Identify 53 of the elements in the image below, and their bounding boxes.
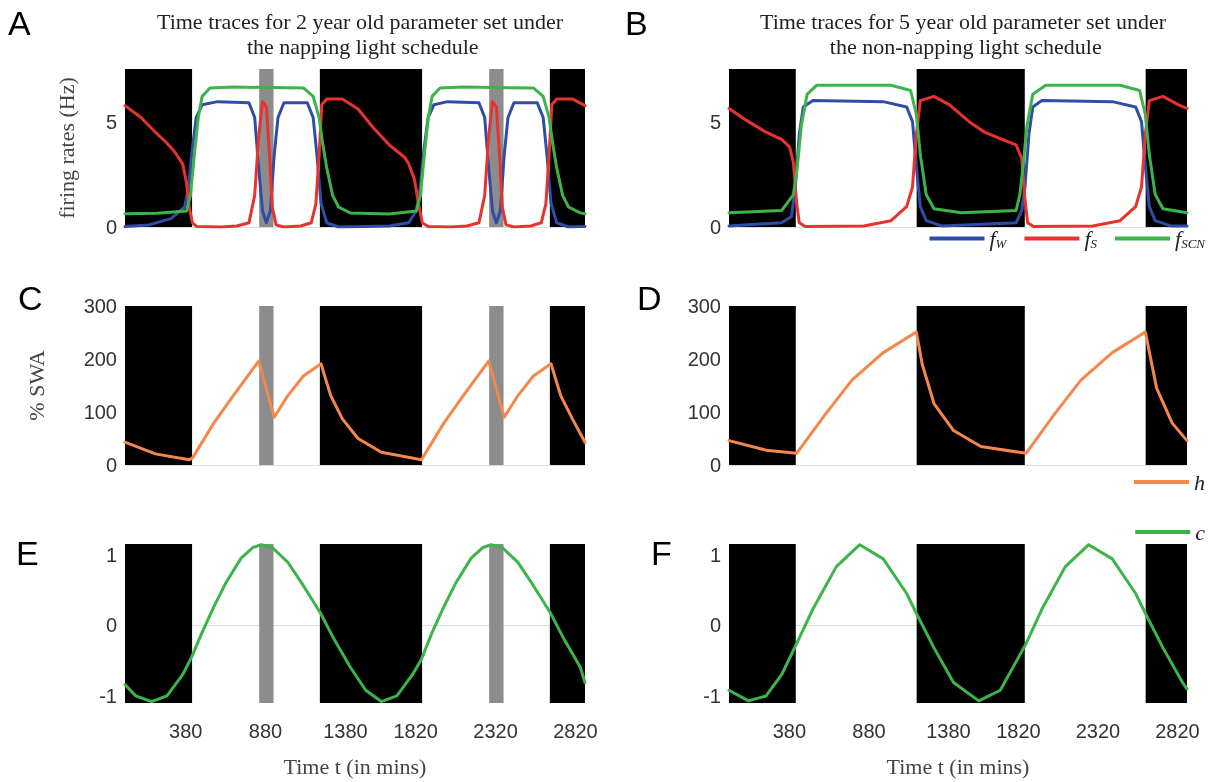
text: E <box>16 534 39 572</box>
y-axis-title: firing rates (Hz) <box>53 77 79 219</box>
line-series <box>727 543 1189 703</box>
y-tick-label: 1 <box>105 543 117 566</box>
x-tick-label: 2820 <box>553 720 598 742</box>
y-tick-label: 200 <box>687 348 721 370</box>
line-series <box>123 543 587 704</box>
y-tick-label: 200 <box>83 348 117 370</box>
chart-title: Time traces for 5 year old parameter set under the non-napping light schedule <box>759 9 1167 59</box>
x-tick-label: 1820 <box>393 720 438 742</box>
legend-label: fW <box>989 226 1008 251</box>
y-tick-label: 0 <box>709 454 721 476</box>
y-axis-title: % SWA <box>23 350 49 421</box>
y-tick-label: 0 <box>105 216 117 238</box>
y-tick-label: 0 <box>709 216 721 238</box>
x-tick-label: 380 <box>772 720 807 742</box>
text: F <box>651 534 672 572</box>
text: D <box>637 279 662 317</box>
line-series <box>727 330 1189 455</box>
legend-label: h <box>1194 469 1205 495</box>
y-tick-label: 0 <box>709 614 721 637</box>
x-axis-title: Time t (in mins) <box>283 753 427 779</box>
y-tick-label: 5 <box>105 110 117 133</box>
y-tick-label: 0 <box>105 454 117 476</box>
y-tick-label: 100 <box>83 401 117 423</box>
y-tick-label: 300 <box>83 295 117 317</box>
text: A <box>8 4 31 42</box>
line-series <box>727 83 1189 215</box>
y-tick-label: 100 <box>687 401 721 423</box>
x-tick-label: 880 <box>852 720 886 742</box>
y-tick-label: -1 <box>703 684 721 707</box>
x-tick-label: 2820 <box>1155 720 1200 742</box>
x-tick-label: 1380 <box>926 720 971 742</box>
text: B <box>625 4 648 42</box>
x-tick-label: 380 <box>169 720 203 742</box>
legend-label: c <box>1195 519 1206 545</box>
x-axis-title: Time t (in mins) <box>886 753 1030 779</box>
legend-label: fSCN <box>1175 226 1207 251</box>
x-tick-label: 2320 <box>473 720 518 742</box>
line-series <box>123 359 587 462</box>
x-tick-label: 1380 <box>323 720 368 742</box>
y-tick-label: 0 <box>105 614 117 637</box>
y-tick-label: 300 <box>687 295 721 317</box>
x-tick-label: 2320 <box>1075 720 1121 742</box>
y-tick-label: 1 <box>709 543 721 566</box>
y-tick-label: 5 <box>709 110 721 133</box>
chart-title: Time traces for 2 year old parameter set under the napping light schedule <box>156 9 564 59</box>
x-tick-label: 880 <box>248 720 283 742</box>
y-tick-label: -1 <box>99 684 117 707</box>
x-tick-label: 1820 <box>996 720 1041 742</box>
text: C <box>18 279 43 317</box>
line-series <box>123 85 587 216</box>
legend-label: fS <box>1084 226 1098 251</box>
